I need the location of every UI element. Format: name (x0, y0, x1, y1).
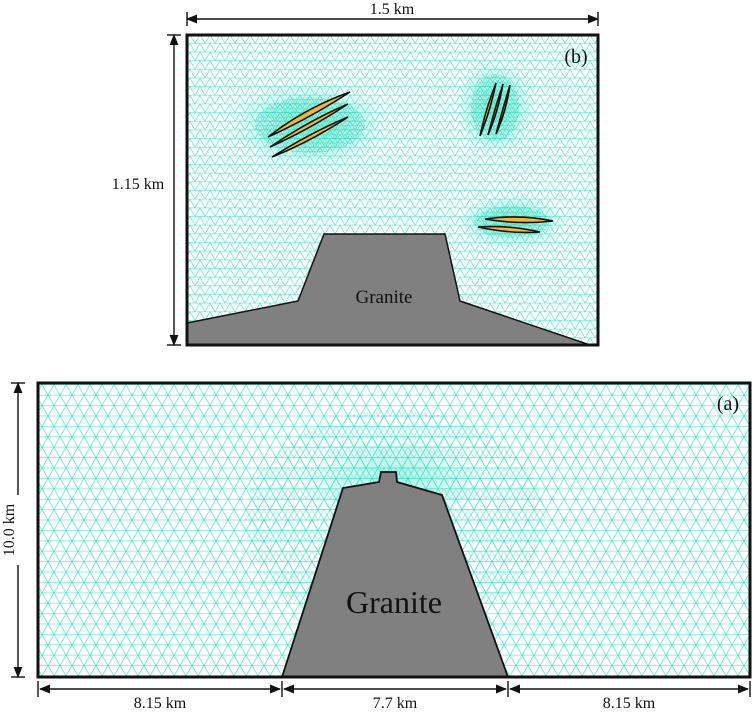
ore-body (267, 91, 351, 138)
ore-bodies-group-1 (267, 91, 351, 158)
panel-a-granite (280, 471, 510, 678)
panel-b-tag: (b) (564, 46, 587, 68)
ore-body (484, 216, 554, 224)
panel-a: 10.0 km Granite (a) 8.15 km 7.7 km 8.15 … (1, 381, 752, 712)
ore-bodies-group-3 (477, 216, 554, 234)
panel-a-height-label: 10.0 km (1, 503, 18, 556)
panel-a-bottom-left-label: 8.15 km (134, 695, 187, 712)
panel-b: 1.5 km 1.15 km (104, 1, 600, 347)
ore-body (477, 225, 541, 234)
panel-a-frame (36, 381, 752, 679)
ore-bodies-group-2 (479, 82, 511, 137)
panel-a-height-label-bg (2, 495, 24, 565)
ore-body (269, 103, 349, 148)
panel-a-granite-label: Granite (346, 584, 442, 620)
panel-b-height-label: 1.15 km (112, 176, 165, 193)
panel-a-bottom-right-label: 8.15 km (603, 695, 656, 712)
panel-b-granite-label: Granite (356, 287, 413, 308)
ore-body (495, 84, 511, 135)
ore-body (479, 82, 497, 137)
panel-b-width-label: 1.5 km (370, 1, 415, 18)
ore-body (487, 83, 504, 136)
panel-b-height-label-bg (104, 172, 172, 194)
panel-a-tag: (a) (717, 393, 739, 415)
ore-body (271, 116, 349, 158)
panel-b-frame (185, 33, 600, 347)
panel-a-bottom-middle-label: 7.7 km (373, 695, 418, 712)
